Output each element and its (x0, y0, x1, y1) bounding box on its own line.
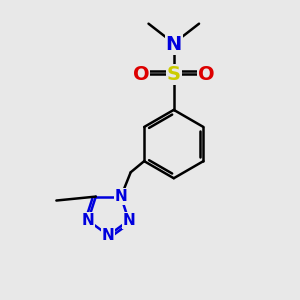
Text: S: S (167, 65, 181, 84)
Text: N: N (166, 35, 182, 54)
Text: N: N (115, 189, 127, 204)
Text: N: N (102, 228, 115, 243)
Text: O: O (198, 65, 215, 84)
Text: N: N (82, 213, 94, 228)
Text: O: O (133, 65, 149, 84)
Text: N: N (122, 213, 135, 228)
